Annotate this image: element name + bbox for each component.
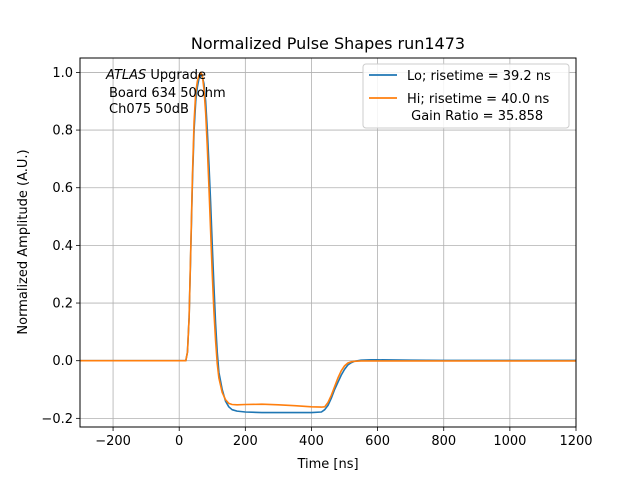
series-line-hi	[80, 71, 576, 408]
y-tick-label: 0.6	[52, 181, 73, 196]
axis-ticks: −200 0 200 400 600 800 1000 1200 −0.2 0.0 0.2 0.4 0.…	[41, 66, 592, 449]
y-tick-label: 0.4	[52, 239, 73, 254]
y-tick-label: −0.2	[41, 412, 73, 427]
y-axis-label: Normalized Amplitude (A.U.)	[16, 149, 31, 334]
legend: Lo; risetime = 39.2 ns Hi; risetime = 40.…	[362, 63, 570, 129]
plot-frame	[79, 57, 577, 428]
series-lines	[80, 71, 576, 414]
x-tick-label: 200	[233, 434, 258, 449]
x-tick-label: 1200	[559, 434, 592, 449]
legend-label-lo: Lo; risetime = 39.2 ns	[407, 69, 551, 84]
x-tick-label: 0	[175, 434, 183, 449]
y-tick-label: 0.2	[52, 297, 73, 312]
y-tick-label: 1.0	[52, 66, 73, 81]
atlas-annotation: ATLAS Upgrade Board 634 50ohm Ch075 50dB	[105, 68, 226, 117]
annotation-upgrade: Upgrade	[146, 68, 206, 83]
x-tick-label: 400	[299, 434, 324, 449]
legend-box	[362, 63, 570, 129]
y-tick-label: 0.8	[52, 124, 73, 139]
chart-title: Normalized Pulse Shapes run1473	[191, 34, 465, 53]
x-tick-label: −200	[95, 434, 131, 449]
legend-label-hi: Hi; risetime = 40.0 ns Gain Ratio = 35.8…	[407, 92, 549, 124]
annotation-atlas: ATLAS	[105, 68, 146, 83]
annotation-line-1: ATLAS Upgrade	[105, 68, 206, 83]
x-tick-label: 800	[431, 434, 456, 449]
x-axis-label: Time [ns]	[296, 457, 358, 472]
x-tick-label: 600	[365, 434, 390, 449]
annotation-line-2: Board 634 50ohm	[109, 86, 226, 101]
x-tick-label: 1000	[493, 434, 526, 449]
y-tick-label: 0.0	[52, 354, 73, 369]
annotation-line-3: Ch075 50dB	[109, 102, 189, 117]
